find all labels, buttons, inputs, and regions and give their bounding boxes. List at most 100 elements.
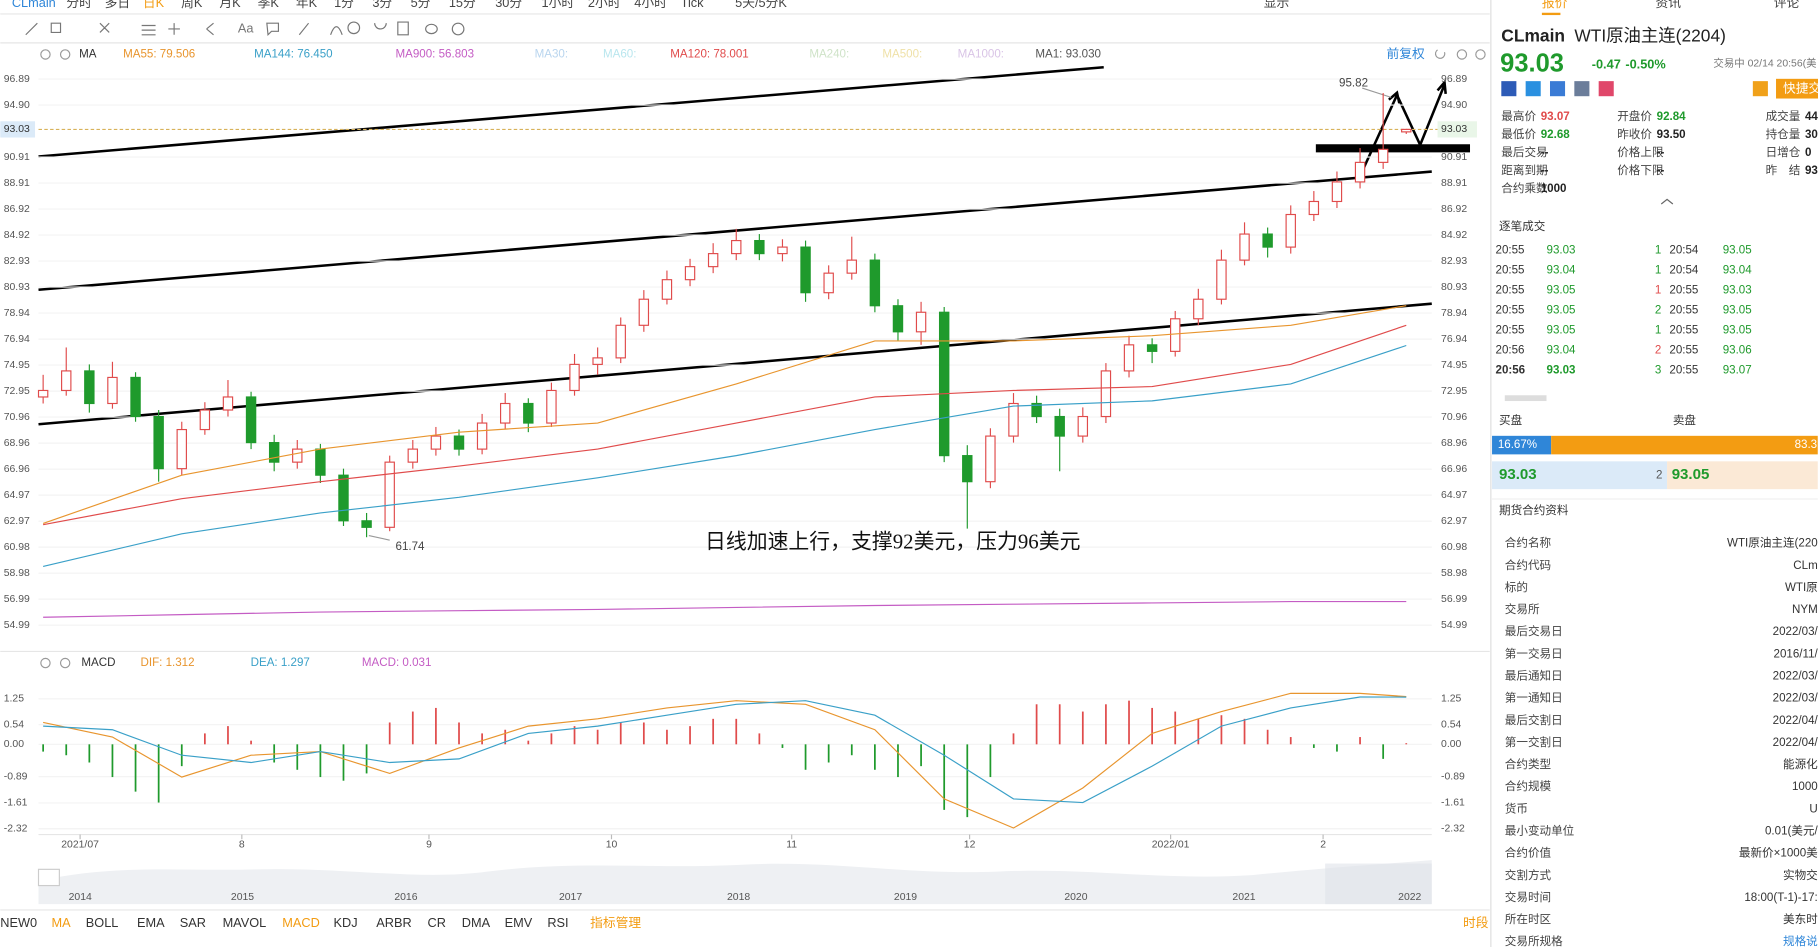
period-tab[interactable]: 30分: [495, 0, 522, 10]
indicator-tab[interactable]: SAR: [180, 915, 206, 930]
ma-legend-item: MA900: 56.803: [396, 49, 475, 61]
stat-label: 最高价: [1501, 109, 1536, 123]
y-tick-label: 96.89: [1441, 74, 1467, 85]
period-tab[interactable]: 1分: [334, 0, 354, 10]
overview-year: 2022: [1398, 892, 1421, 903]
adjust-button[interactable]: 前复权: [1387, 46, 1426, 61]
period-tab[interactable]: 年K: [296, 0, 318, 10]
candle-body: [1331, 181, 1343, 203]
indicator-tab[interactable]: MACD: [282, 915, 320, 930]
indicator-tab[interactable]: DMA: [462, 915, 491, 930]
ma-legend-item: MA120: 78.001: [670, 49, 749, 61]
scrollbar[interactable]: [1504, 395, 1547, 402]
overview-year: 2020: [1064, 892, 1087, 903]
symbol-tab[interactable]: CLmain: [12, 0, 56, 10]
top-right-tab[interactable]: 资讯: [1655, 0, 1681, 10]
indicator-tab[interactable]: EMV: [505, 915, 533, 930]
indicator-tab[interactable]: KDJ: [333, 915, 357, 930]
tick-price: 93.05: [1723, 244, 1752, 256]
period-tab[interactable]: Tick: [681, 0, 705, 10]
period-tab[interactable]: 5天/5分K: [735, 0, 787, 10]
candle-body: [499, 402, 511, 424]
candle-body: [1401, 128, 1412, 133]
candle-body: [592, 357, 603, 365]
ask-panel: [1667, 461, 1818, 490]
stat-value: 4498: [1805, 111, 1818, 123]
candle-body: [661, 279, 673, 300]
tick-time: 20:54: [1669, 244, 1699, 256]
top-right-tab[interactable]: 评论: [1774, 0, 1800, 10]
toolbar-font[interactable]: Aa: [238, 20, 255, 35]
ma-legend-item: MA240:: [809, 49, 849, 61]
drawing-toolbar[interactable]: [25, 21, 465, 37]
indicator-tab[interactable]: RSI: [547, 915, 568, 930]
quick-trade[interactable]: 快捷交: [1783, 81, 1818, 96]
period-tab[interactable]: 2小时: [588, 0, 621, 10]
period-tab[interactable]: 5分: [411, 0, 431, 10]
contract-name: WTI原油主连(2204): [1574, 26, 1726, 46]
tick-price: 93.07: [1723, 365, 1752, 377]
period-tab[interactable]: 分时: [66, 0, 92, 10]
candle-body: [1377, 148, 1389, 163]
y-tick-label: 74.95: [4, 360, 30, 371]
sidebar-icons[interactable]: [1501, 78, 1818, 99]
period-tab[interactable]: 3分: [372, 0, 392, 10]
y-tick-label: 78.94: [1441, 308, 1467, 319]
y-tick-label: 64.97: [1441, 490, 1467, 501]
tick-qty: 2: [1655, 345, 1661, 357]
period-button[interactable]: 时段: [1463, 915, 1489, 930]
indicator-tab[interactable]: 指标管理: [590, 915, 641, 930]
candle-body: [638, 298, 650, 326]
overview-window[interactable]: [1325, 863, 1432, 905]
indicator-tab[interactable]: BOLL: [86, 915, 119, 930]
indicator-tab[interactable]: CR: [428, 915, 446, 930]
overview-handle[interactable]: [37, 868, 60, 887]
stat-value: 93.07: [1541, 111, 1570, 123]
ma-line: [43, 600, 1407, 618]
info-value: 2022/04/: [1773, 715, 1818, 727]
candle-body: [1146, 344, 1158, 352]
info-label: 标的: [1505, 580, 1528, 594]
stat-label: 成交量: [1766, 109, 1801, 123]
period-tab[interactable]: 月K: [219, 0, 241, 10]
divider: [1492, 498, 1818, 500]
top-right-tab[interactable]: 报价: [1542, 0, 1568, 10]
candle-body: [61, 370, 72, 392]
info-value: 2016/11/: [1774, 648, 1818, 660]
info-label: 最小变动单位: [1505, 823, 1575, 837]
period-tab[interactable]: 周K: [181, 0, 203, 10]
y-tick-label: 58.98: [1441, 568, 1467, 579]
tick-time: 20:55: [1496, 305, 1525, 317]
period-tab[interactable]: 多日: [105, 0, 130, 10]
candle-body: [384, 461, 395, 528]
period-tab[interactable]: 季K: [258, 0, 280, 10]
period-tab[interactable]: 4小时: [634, 0, 667, 10]
period-tab[interactable]: 15分: [449, 0, 476, 10]
panel-icons[interactable]: [40, 49, 1486, 669]
top-right-tab[interactable]: 显示: [1264, 0, 1290, 10]
indicator-tab[interactable]: MA: [51, 915, 71, 930]
active-tab-underline: [1541, 12, 1561, 16]
indicator-tab[interactable]: MAVOL: [223, 915, 267, 930]
ma-title: MA: [79, 49, 97, 61]
last-price-label: 93.03: [1441, 124, 1467, 135]
info-value: 美东时: [1783, 912, 1818, 926]
ma-line: [43, 344, 1407, 567]
ask-bar: [1551, 435, 1818, 455]
change: -0.47: [1592, 56, 1621, 71]
candle-body: [1285, 213, 1296, 248]
indicator-tab[interactable]: NEW0: [0, 915, 37, 930]
period-tab[interactable]: 1小时: [542, 0, 575, 10]
stat-label: 价格下限: [1617, 163, 1664, 177]
ma-line: [43, 324, 1407, 526]
low-label: 61.74: [396, 541, 426, 553]
period-tab[interactable]: 日K: [143, 0, 165, 10]
indicator-tab[interactable]: ARBR: [376, 915, 411, 930]
collapse-icon[interactable]: [1660, 198, 1674, 205]
tick-qty: 3: [1655, 365, 1661, 377]
stat-value: 0: [1805, 147, 1811, 159]
dif-line: [43, 692, 1407, 829]
bid-qty: 2: [1656, 469, 1662, 481]
indicator-tab[interactable]: EMA: [137, 915, 165, 930]
x-tick-label: 8: [239, 840, 245, 851]
